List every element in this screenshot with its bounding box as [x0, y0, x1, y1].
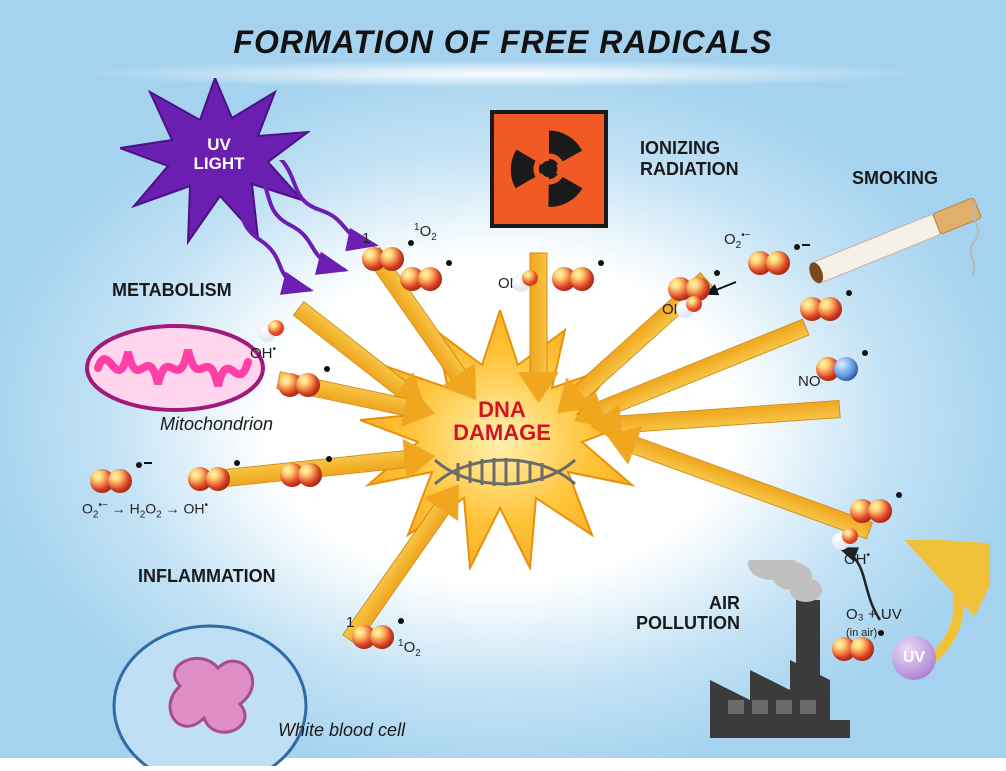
mitochondrion-label: Mitochondrion	[160, 414, 273, 435]
molecule-8	[832, 636, 876, 662]
molecule-11	[188, 466, 232, 492]
oh-mol-1	[512, 270, 538, 296]
page-title: FORMATION OF FREE RADICALS	[0, 24, 1006, 61]
molecule-6	[816, 356, 860, 382]
center-line2: DAMAGE	[453, 420, 551, 445]
infographic-canvas: FORMATION OF FREE RADICALS DNA DAMAGE	[0, 0, 1006, 758]
molecule-7	[850, 498, 894, 524]
chem-1o2-b: 1O2	[398, 638, 421, 659]
oh-mol-3	[832, 528, 858, 554]
oh-mol-0	[258, 320, 284, 346]
mitochondrion-icon	[80, 318, 270, 418]
molecule-4	[748, 250, 792, 276]
wbc-label: White blood cell	[278, 720, 405, 741]
o3-uv-text: O₃ + UV (in air)	[846, 606, 902, 640]
chem-1-left: 1	[362, 230, 370, 247]
molecule-1	[400, 266, 444, 292]
molecule-5	[800, 296, 844, 322]
molecule-9	[278, 372, 322, 398]
smoking-label: SMOKING	[852, 168, 938, 189]
molecule-2	[552, 266, 596, 292]
radiation-icon	[490, 110, 608, 228]
oh-mol-2	[676, 296, 702, 322]
cigarette-icon	[790, 196, 1000, 286]
uv-pill: UV	[892, 636, 936, 680]
ionizing-label: IONIZING RADIATION	[640, 138, 739, 179]
chem-o2-top: O2•−	[724, 230, 751, 251]
molecule-13	[352, 624, 396, 650]
molecule-10	[90, 468, 134, 494]
arrow-6	[607, 434, 870, 531]
chem-oh-uv: OH•	[250, 344, 276, 362]
inflammation-label: INFLAMMATION	[138, 566, 276, 587]
metabolism-label: METABOLISM	[112, 280, 232, 301]
chem-chain: O2•− → H2O2 → OH•	[82, 500, 208, 520]
chem-1o2-a: 1O2	[414, 222, 437, 243]
molecule-12	[280, 462, 324, 488]
